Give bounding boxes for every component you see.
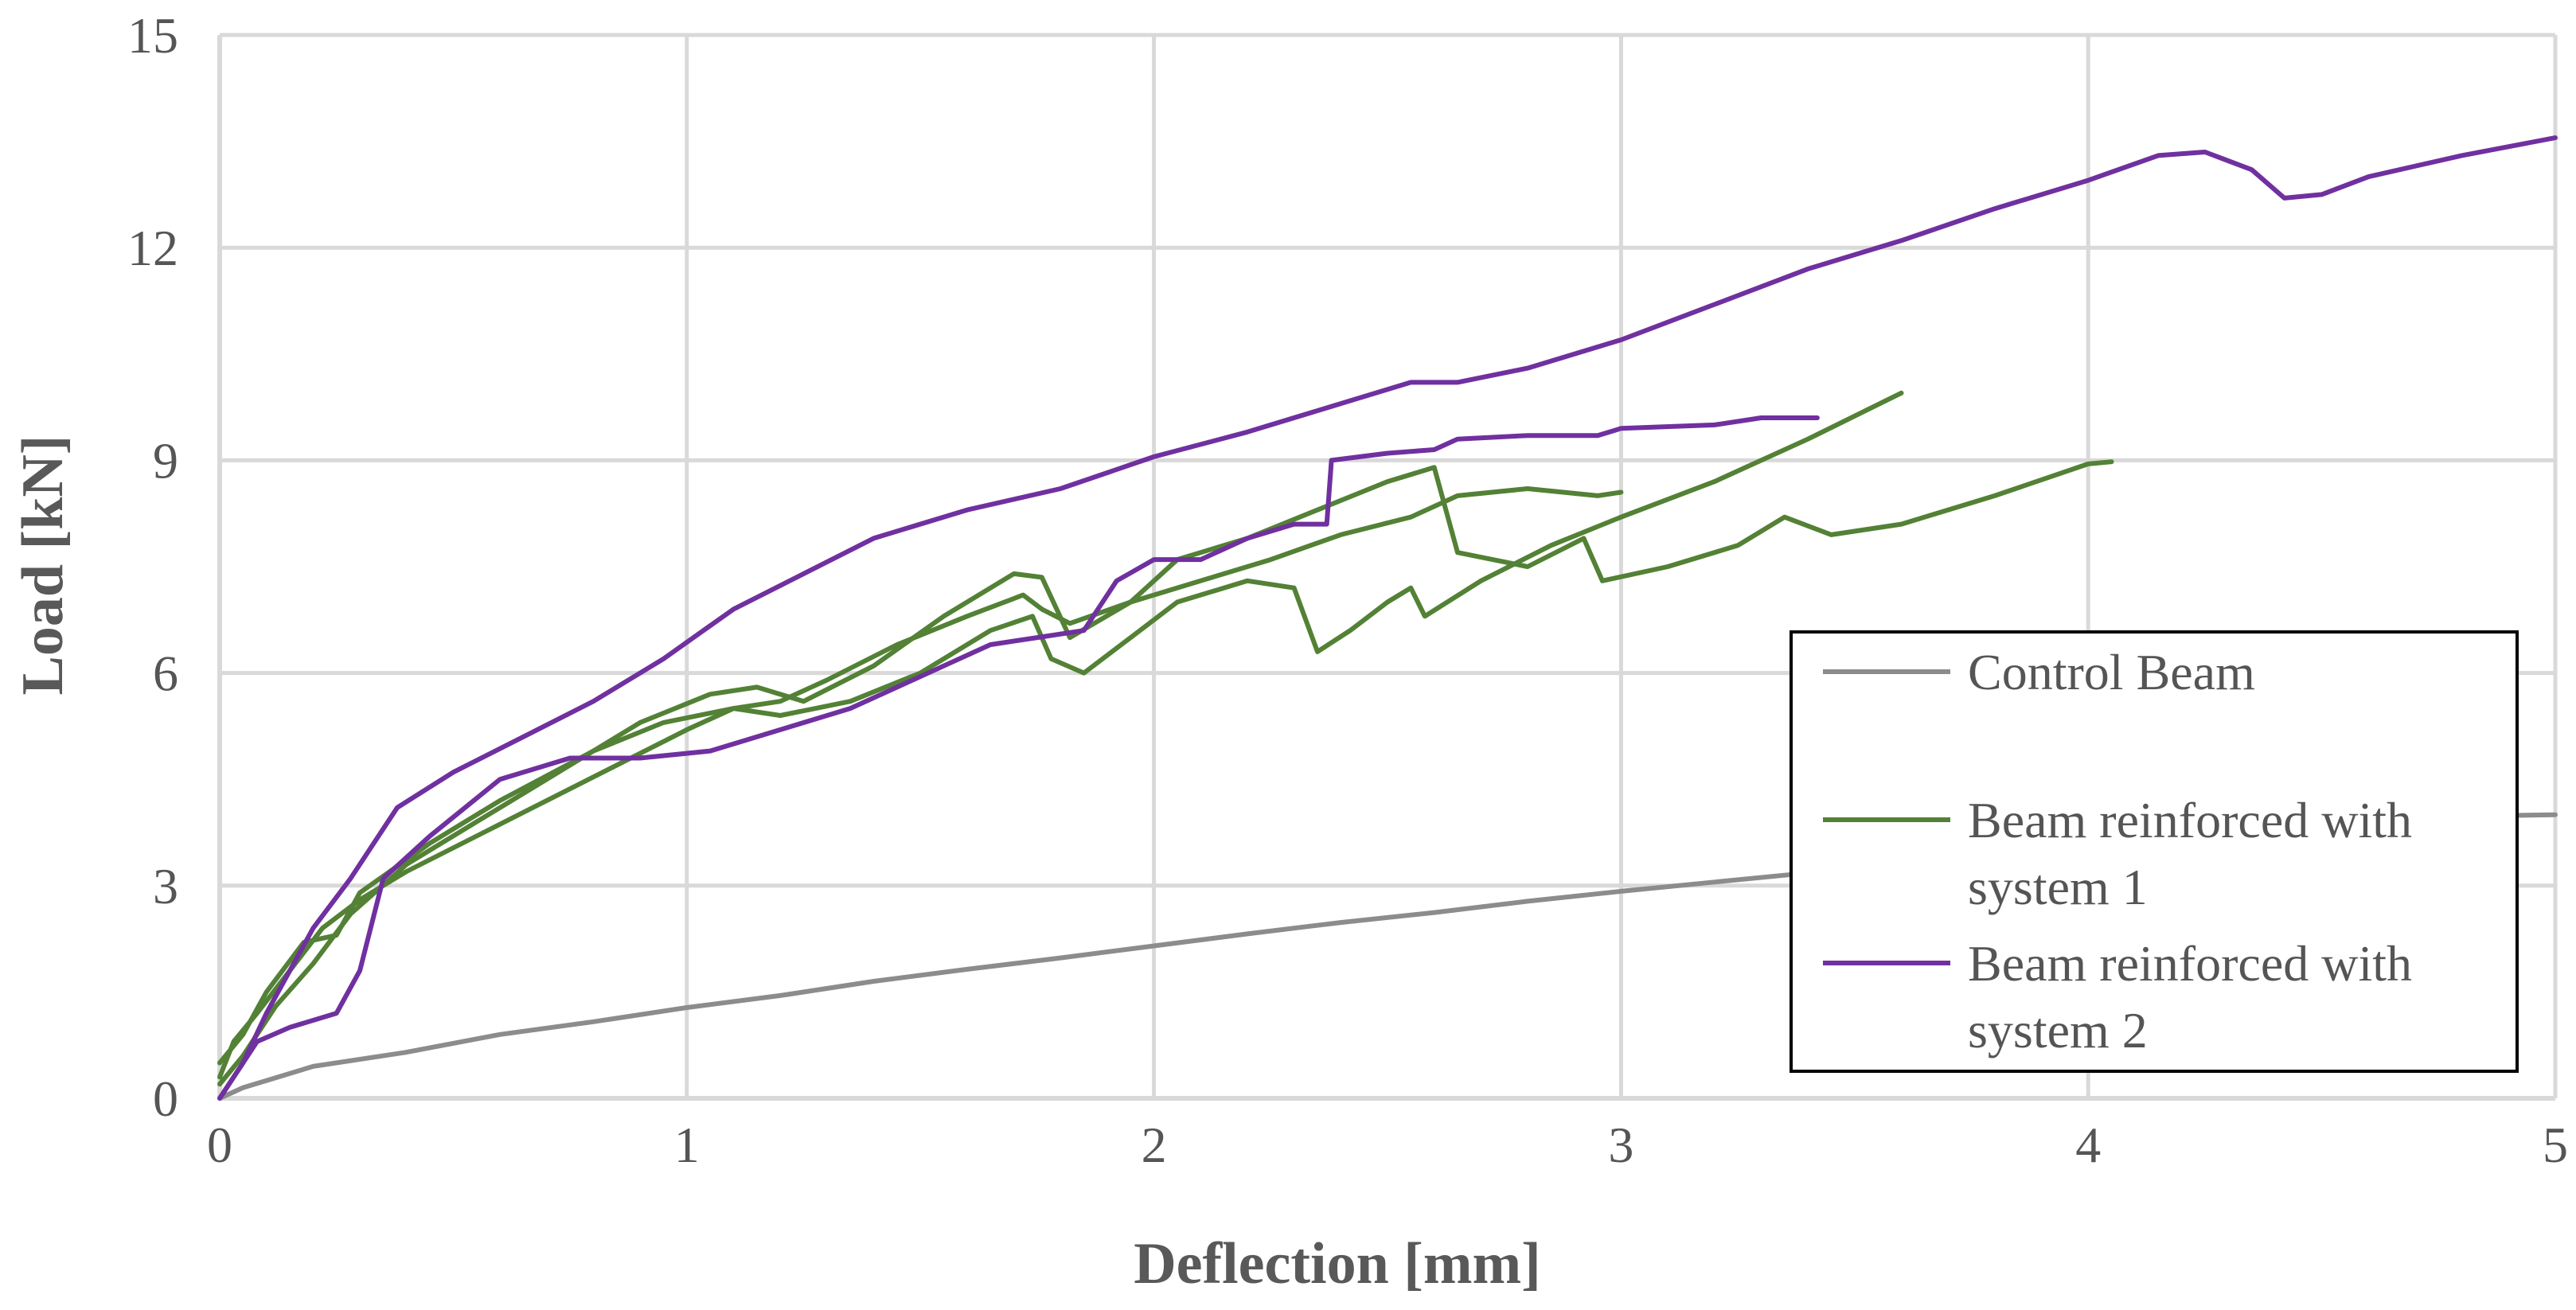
y-tick-label: 15 [127, 7, 178, 64]
x-tick-label: 1 [674, 1117, 700, 1173]
series-line [217, 459, 2114, 1087]
y-tick-label: 12 [127, 220, 178, 276]
series-line [217, 486, 1624, 1080]
legend: Control Beam Beam reinforced with system 1… [1790, 630, 2519, 1073]
y-tick-label: 0 [153, 1070, 178, 1127]
series-line [217, 390, 1904, 1066]
x-tick-label: 3 [1608, 1117, 1633, 1173]
legend-label: Beam reinforced with [1968, 792, 2412, 848]
x-tick-label: 0 [207, 1117, 232, 1173]
legend-label: Beam reinforced with [1968, 935, 2412, 992]
series-line [217, 135, 2558, 1101]
axes [217, 35, 2555, 1101]
y-tick-label: 3 [153, 858, 178, 914]
y-axis-label: Load [kN] [10, 435, 76, 696]
grid-lines [220, 33, 2558, 1098]
x-tick-label: 5 [2543, 1117, 2568, 1173]
y-tick-label: 9 [153, 432, 178, 489]
x-tick-label: 4 [2075, 1117, 2101, 1173]
y-tick-label: 6 [153, 645, 178, 702]
legend-label: system 2 [1968, 1002, 2148, 1059]
series-line [217, 415, 1820, 1101]
legend-label: Control Beam [1968, 644, 2255, 700]
x-axis-label: Deflection [mm] [1134, 1231, 1541, 1296]
legend-box [1790, 630, 2519, 1073]
legend-label: system 1 [1968, 859, 2148, 915]
x-tick-label: 2 [1142, 1117, 1167, 1173]
